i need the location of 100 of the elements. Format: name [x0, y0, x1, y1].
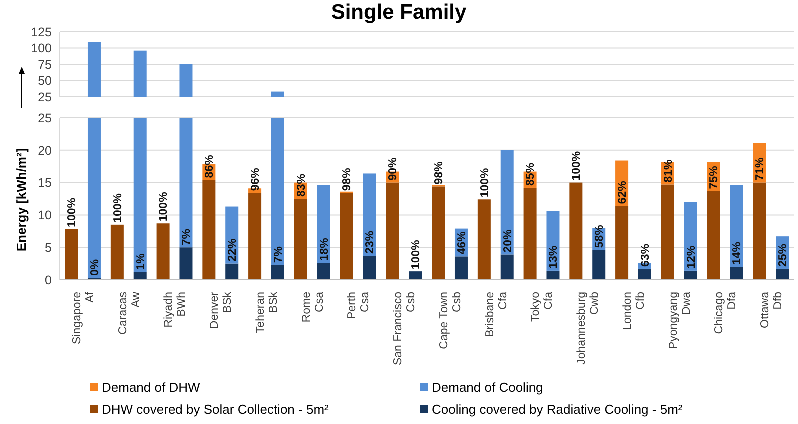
bar [65, 229, 78, 280]
annotation: 63% [640, 244, 652, 267]
annotation: 96% [250, 168, 262, 192]
x-tick-label: Rome Csa [300, 291, 326, 323]
legend-label: DHW covered by Solar Collection - 5m² [102, 402, 329, 416]
bar [524, 188, 537, 280]
legend-label: Demand of Cooling [432, 380, 544, 394]
annotation: 25% [778, 244, 790, 267]
bar [500, 150, 514, 255]
bar [317, 263, 330, 280]
legend-label: Cooling covered by Radiative Cooling - 5m² [432, 402, 683, 416]
bar [592, 250, 606, 280]
y-tick-label: 25 [38, 111, 52, 126]
annotation: 98% [342, 168, 354, 192]
x-tick-label: Johannesburg Cwb [576, 292, 602, 365]
bar [271, 265, 284, 280]
bar [776, 268, 790, 280]
annotation: 85% [525, 162, 538, 186]
annotation: 86% [204, 155, 216, 178]
bar [340, 193, 354, 280]
bar [432, 186, 446, 280]
x-tick-label: Brisbane Cfa [484, 291, 510, 338]
y-tick-label: 15 [38, 176, 52, 190]
annotation: 62% [616, 181, 629, 204]
annotation: 13% [548, 246, 560, 269]
bar [478, 200, 491, 280]
annotation: 100% [410, 240, 423, 270]
x-tick-label: Ottawa Dfb [760, 291, 785, 328]
y-tick-label: 10 [38, 208, 52, 223]
y-tick-label: 25 [38, 90, 52, 104]
annotation: 90% [388, 158, 400, 181]
bar [753, 182, 766, 280]
bar [202, 180, 216, 280]
bar [180, 248, 193, 280]
bar [226, 264, 239, 280]
x-tick-label: Pyongyang Dwa [668, 291, 693, 350]
bar [500, 254, 514, 280]
annotation: 0% [89, 259, 102, 276]
x-tick-label: Teheran BSk [254, 292, 280, 334]
x-tick-label: Singapore Af [71, 291, 96, 344]
bar [363, 256, 376, 280]
x-tick-label: San Francisco Csb [392, 292, 418, 366]
bar [684, 270, 698, 280]
annotation: 18% [318, 238, 331, 262]
annotation: 81% [662, 160, 675, 183]
annotation: 7% [272, 246, 285, 264]
x-tick-label: Chicago Dfa [714, 291, 739, 334]
bar [638, 268, 652, 280]
y-tick-label: 125 [31, 25, 52, 40]
bar [180, 118, 193, 248]
bar [570, 182, 583, 280]
y-tick-label: 50 [38, 74, 52, 88]
bar [88, 118, 101, 278]
annotation: 23% [364, 230, 377, 254]
x-tick-label: Perth Csa [346, 291, 372, 320]
annotation: 83% [296, 174, 308, 197]
bar [156, 224, 170, 280]
y-tick-label: 100 [31, 42, 52, 56]
x-tick-label: Caracas Aw [117, 291, 142, 335]
annotation: 1% [135, 254, 148, 270]
bar [707, 191, 720, 280]
x-tick-label: Riyadh BWh [163, 292, 188, 328]
legend-label: Demand of DHW [102, 380, 200, 394]
bar [271, 118, 284, 266]
y-tick-label: 75 [38, 58, 52, 72]
annotation: 71% [754, 158, 767, 181]
y-tick-label: 0 [45, 273, 52, 288]
annotation: 46% [456, 232, 468, 255]
annotation: 12% [686, 246, 698, 269]
bar [546, 270, 560, 280]
bar [386, 182, 400, 280]
bar [730, 185, 744, 268]
y-tick-label: 20 [38, 144, 52, 158]
bar [294, 199, 308, 280]
annotation: 100% [66, 198, 78, 228]
bar [730, 267, 744, 280]
annotation: 75% [708, 166, 721, 190]
x-tick-label: Denver BSk [209, 292, 234, 330]
annotation: 100% [479, 168, 492, 198]
bar [661, 184, 674, 280]
annotation: 22% [227, 238, 240, 262]
annotation: 7% [181, 228, 194, 246]
annotation: 100% [158, 192, 170, 222]
annotation: 98% [433, 162, 446, 185]
annotation: 100% [112, 194, 124, 223]
x-tick-label: Cape Town Csb [438, 292, 464, 350]
bar [134, 118, 147, 272]
bar [409, 272, 422, 280]
chart-title: Single Family [330, 0, 468, 25]
annotation: 100% [571, 151, 584, 181]
x-tick-label: Tokyo Cfa [530, 291, 556, 322]
bar [134, 272, 147, 280]
bar [454, 256, 468, 280]
annotation: 20% [502, 230, 514, 253]
bar [616, 206, 629, 280]
x-tick-label: London Cfb [622, 292, 647, 330]
bar [110, 224, 124, 280]
annotation: 14% [732, 242, 744, 266]
bar [248, 193, 262, 280]
y-axis-title: Energy [kWh/m²] [14, 148, 29, 252]
